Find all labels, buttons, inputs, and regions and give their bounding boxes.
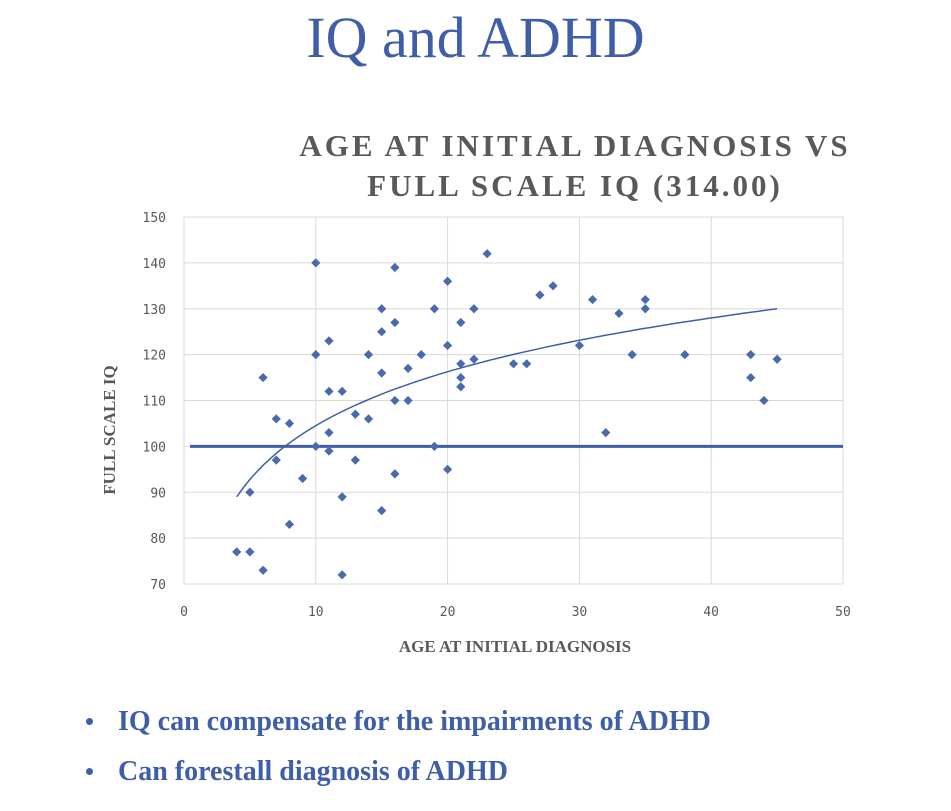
data-point [627, 350, 637, 360]
bullet-dot-icon [86, 718, 93, 725]
data-point [456, 359, 466, 369]
y-tick-label: 130 [143, 303, 166, 318]
data-point [772, 354, 782, 364]
x-tick-label: 30 [572, 605, 588, 620]
data-point [456, 317, 466, 328]
data-point [284, 418, 295, 429]
chart-title-line-1: AGE AT INITIAL DIAGNOSIS VS [299, 128, 851, 163]
data-point [403, 395, 413, 406]
data-point [350, 409, 360, 419]
y-tick-label: 120 [143, 349, 166, 364]
data-point [232, 547, 242, 557]
data-point [469, 354, 479, 364]
data-point [377, 506, 387, 516]
data-point [363, 414, 374, 424]
data-point [640, 304, 650, 314]
data-point [377, 368, 387, 378]
chart-title-line-2: FULL SCALE IQ (314.00) [367, 168, 783, 203]
y-tick-label: 140 [143, 257, 166, 272]
chart-title: AGE AT INITIAL DIAGNOSIS VS FULL SCALE I… [245, 126, 905, 206]
data-point [377, 327, 387, 337]
data-point [337, 386, 347, 396]
x-tick-label: 0 [180, 605, 188, 620]
data-point [390, 469, 400, 479]
y-tick-label: 110 [143, 395, 166, 410]
data-point [508, 359, 519, 369]
data-point [403, 363, 413, 373]
data-point [469, 304, 479, 314]
scatter-chart: 70 80 90 100 110 120 130 140 150 0 10 20 30 40 50 AGE … [100, 211, 851, 656]
data-point [245, 547, 255, 557]
data-point [390, 262, 400, 273]
data-point [311, 441, 321, 451]
data-point [337, 570, 347, 580]
x-tick-label: 50 [835, 605, 851, 620]
data-point [258, 565, 268, 575]
y-tick-label: 70 [150, 578, 166, 593]
data-point [298, 473, 308, 484]
bullet-item: IQ can compensate for the impairments of… [84, 697, 711, 747]
data-point [324, 428, 334, 438]
data-point [443, 464, 453, 474]
bullet-dot-icon [86, 768, 93, 775]
axis-ticks: 70 80 90 100 110 120 130 140 150 0 10 20 30 40 50 [143, 211, 851, 620]
y-tick-label: 80 [150, 532, 166, 547]
data-point [324, 446, 334, 456]
data-point [377, 304, 387, 314]
data-point [746, 372, 756, 383]
data-point [429, 304, 440, 314]
bullet-list: IQ can compensate for the impairments of… [84, 697, 711, 797]
slide-title: IQ and ADHD [306, 5, 645, 70]
data-point [574, 340, 584, 351]
data-point [311, 258, 321, 268]
y-tick-label: 90 [150, 486, 166, 501]
x-tick-label: 20 [440, 605, 456, 620]
data-point [456, 382, 466, 392]
data-point [746, 350, 756, 360]
data-point [614, 308, 624, 318]
data-point [390, 395, 400, 406]
trendline-group [236, 308, 778, 498]
data-point [548, 281, 558, 291]
y-tick-label: 100 [143, 440, 166, 455]
data-point [350, 455, 360, 465]
data-point [680, 350, 690, 360]
data-point [587, 294, 598, 305]
data-point [337, 492, 347, 502]
x-tick-label: 10 [308, 605, 324, 620]
x-tick-label: 40 [703, 605, 719, 620]
data-point [271, 455, 281, 465]
data-point [640, 294, 650, 305]
data-point [324, 336, 334, 346]
data-point [324, 386, 334, 396]
bullet-item: Can forestall diagnosis of ADHD [84, 747, 711, 797]
data-point [535, 290, 545, 300]
y-tick-label: 150 [143, 211, 166, 226]
data-point [759, 395, 769, 406]
data-point [601, 428, 611, 438]
data-point [416, 350, 426, 360]
data-point [311, 350, 321, 360]
x-axis-label: AGE AT INITIAL DIAGNOSIS [399, 637, 631, 656]
data-point [284, 519, 295, 529]
data-point [271, 414, 281, 424]
data-point [363, 350, 374, 360]
chart-gridlines [183, 216, 844, 585]
trendline [236, 308, 778, 498]
data-point [443, 276, 453, 286]
data-point [245, 487, 255, 497]
data-point [443, 340, 453, 351]
data-point [258, 372, 268, 383]
data-point [390, 317, 400, 328]
y-axis-label: FULL SCALE IQ [100, 365, 119, 494]
data-point [522, 359, 532, 369]
data-point [482, 249, 492, 259]
data-points [232, 249, 782, 580]
data-point [429, 441, 440, 451]
data-point [456, 372, 466, 383]
